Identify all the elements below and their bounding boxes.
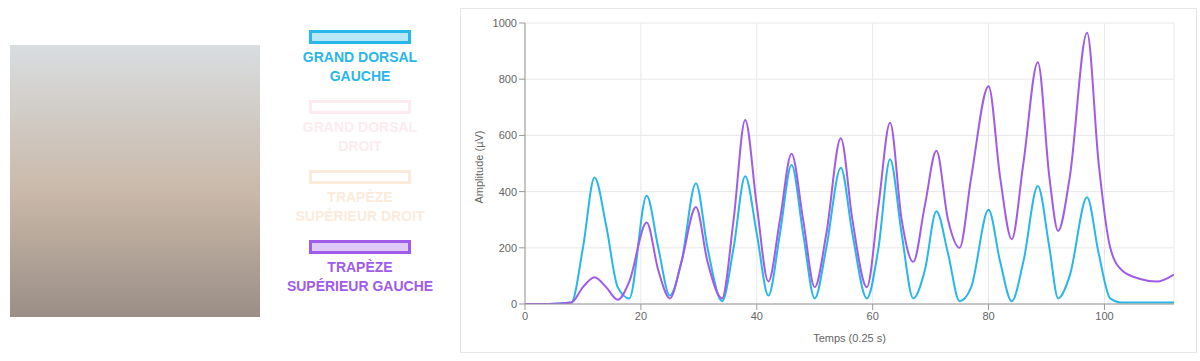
svg-text:0: 0 [522,310,528,322]
svg-text:100: 100 [1095,310,1113,322]
html-text:TRAPÈZE SUPÉRIEUR DROIT: TRAPÈZE SUPÉRIEUR DROIT [295,189,425,224]
svg-text:800: 800 [499,73,517,85]
svg-text:40: 40 [751,310,763,322]
svg-text:Amplitude (µV): Amplitude (µV) [473,131,485,204]
html-text:TRAPÈZE SUPÉRIEUR GAUCHE: TRAPÈZE SUPÉRIEUR GAUCHE [286,259,434,294]
svg-text:600: 600 [499,129,517,141]
svg-text:1000: 1000 [493,17,517,29]
html-text:GRAND DORSAL DROIT: GRAND DORSAL DROIT [302,119,418,154]
svg-text:60: 60 [867,310,879,322]
svg-text:20: 20 [635,310,647,322]
svg-text:Temps (0.25 s): Temps (0.25 s) [813,332,886,344]
svg-text:0: 0 [511,298,517,310]
svg-text:200: 200 [499,242,517,254]
svg-text:80: 80 [982,310,994,322]
svg-text:400: 400 [499,186,517,198]
html-text:GRAND DORSAL GAUCHE: GRAND DORSAL GAUCHE [302,49,418,84]
